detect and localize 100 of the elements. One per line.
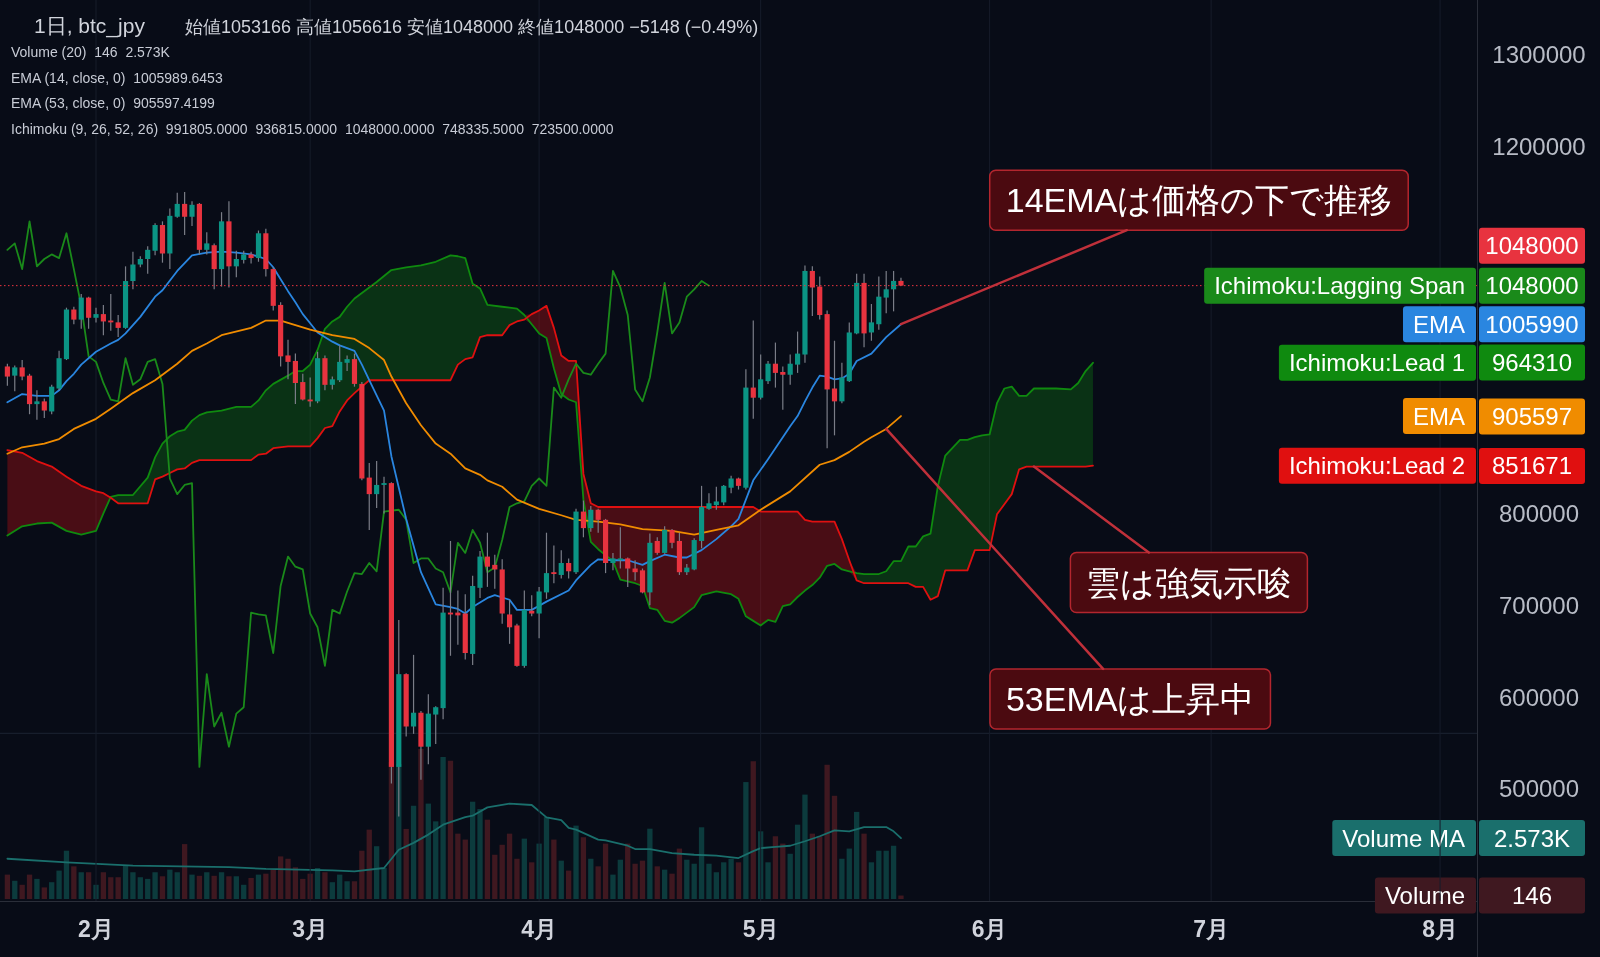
candlestick	[381, 476, 387, 515]
candlestick	[529, 594, 535, 617]
x-tick-label: 5月	[742, 916, 779, 942]
bar	[137, 877, 143, 899]
candlestick	[93, 307, 99, 323]
bar	[506, 833, 513, 899]
bar	[34, 878, 40, 899]
bar	[366, 829, 372, 899]
candlestick	[551, 544, 557, 584]
bar	[277, 856, 284, 899]
candlestick	[300, 373, 306, 402]
candlestick	[758, 353, 764, 401]
bar	[839, 858, 845, 899]
candlestick	[536, 586, 542, 639]
bar	[898, 895, 904, 899]
candlestick	[721, 484, 727, 506]
candlestick	[543, 532, 550, 600]
line-series	[6, 250, 902, 615]
annotation: EMA (14, close, 0) 1005989.6453	[11, 69, 223, 86]
bar	[211, 875, 217, 899]
candlestick	[750, 319, 756, 420]
text: 始値1053166 高値1056616 安値1048000 終値1048000 −5148 (−0.49%)	[184, 17, 759, 37]
bar	[787, 853, 793, 899]
bar	[876, 850, 882, 899]
bar	[462, 839, 468, 899]
bar	[721, 862, 727, 899]
bar	[433, 821, 439, 899]
bar	[174, 872, 180, 899]
bar	[735, 862, 742, 899]
x-tick-label: 7月	[1193, 916, 1230, 942]
annotation: Volume (20) 146 2.573K	[11, 44, 171, 60]
bar	[455, 833, 461, 899]
candlestick	[883, 270, 889, 314]
bar	[551, 839, 557, 899]
annotation: 14EMAは価格の下で推移	[1005, 181, 1393, 220]
bar	[56, 870, 62, 899]
bar	[610, 874, 616, 899]
y-tick-label: 146	[1511, 882, 1553, 910]
candlestick	[625, 556, 631, 588]
bar	[588, 858, 594, 899]
candlestick	[617, 526, 623, 570]
annotation: EMA (53, close, 0) 905597.4199	[11, 95, 216, 112]
bar	[691, 863, 697, 899]
annotation: 53EMAは上昇中	[1005, 679, 1255, 718]
bar	[351, 881, 358, 899]
y-tick-label: 851671	[1491, 452, 1573, 480]
candlestick	[558, 549, 564, 580]
bar	[322, 872, 328, 899]
bar	[71, 866, 77, 899]
candlestick	[787, 353, 793, 386]
candlestick	[145, 245, 151, 275]
bar	[263, 873, 269, 899]
bar	[558, 860, 564, 899]
bar	[684, 859, 690, 899]
bar	[12, 880, 18, 899]
candlestick	[588, 505, 594, 533]
bar	[63, 850, 70, 899]
bar	[19, 884, 25, 899]
candlestick	[795, 330, 801, 374]
y-tick-label: 1005990	[1485, 310, 1579, 338]
bar	[514, 858, 520, 899]
candlestick	[100, 304, 106, 336]
candlestick	[189, 200, 195, 227]
legend-label: Volume MA	[1342, 824, 1465, 852]
bar	[49, 882, 55, 899]
bar	[484, 819, 491, 899]
candlestick	[248, 251, 254, 265]
bar	[425, 803, 431, 899]
candlestick	[433, 705, 439, 745]
legend-label: Volume	[1384, 882, 1465, 910]
bar	[713, 872, 719, 899]
bar	[108, 877, 114, 899]
y-tick-label: 600000	[1498, 683, 1580, 711]
bar	[167, 869, 173, 899]
candlestick	[765, 360, 771, 385]
candlestick	[285, 339, 291, 380]
bar	[410, 805, 417, 899]
bar	[373, 846, 380, 899]
bar	[218, 872, 225, 899]
candlestick	[706, 492, 712, 511]
bar	[772, 836, 779, 899]
candlestick	[19, 359, 25, 381]
bar	[543, 817, 550, 899]
legend-label: Ichimoku:Lead 1	[1288, 349, 1465, 377]
bar	[780, 843, 786, 899]
bar	[639, 860, 646, 899]
bar	[41, 887, 47, 899]
x-tick-label: 4月	[521, 916, 557, 942]
legend-label: EMA	[1412, 310, 1465, 338]
bar	[381, 867, 387, 899]
candlestick	[34, 389, 40, 421]
bar	[196, 875, 203, 899]
bar	[85, 872, 92, 899]
bar	[861, 833, 867, 899]
candlestick	[292, 353, 298, 405]
x-tick-label: 3月	[292, 916, 329, 942]
candlestick	[506, 599, 513, 645]
bar	[337, 874, 343, 899]
candlestick	[182, 191, 188, 236]
candlestick	[580, 499, 586, 538]
